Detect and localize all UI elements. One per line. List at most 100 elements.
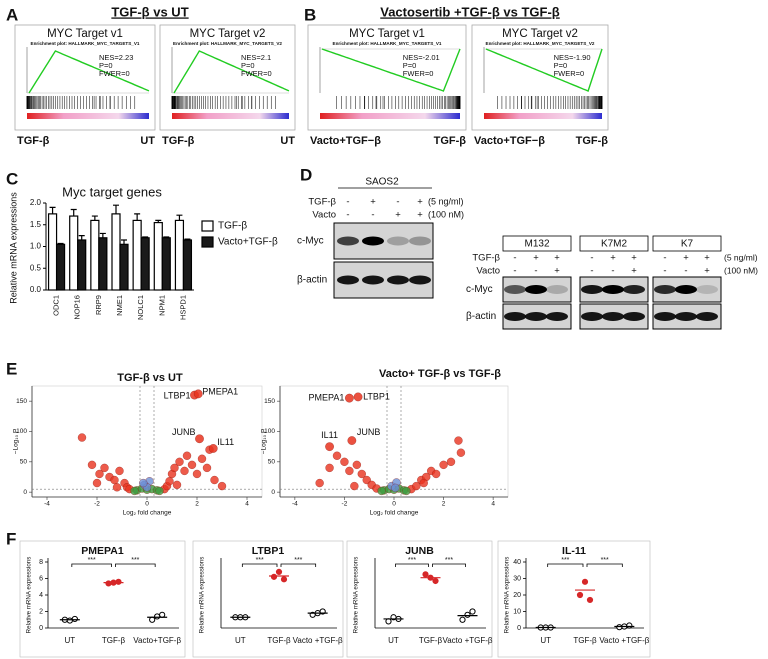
enrichment-curve xyxy=(28,50,150,94)
error-bar xyxy=(113,204,119,214)
gene-point xyxy=(353,392,363,402)
bar xyxy=(69,215,79,291)
gsea-stat: P=0 xyxy=(403,61,417,70)
treatment-dose: (100 nM) xyxy=(428,209,464,219)
volcano-point xyxy=(77,433,87,442)
significance-bracket xyxy=(395,563,429,567)
gene-label: PMEPA1 xyxy=(309,393,345,403)
x-tick-label: 0 xyxy=(145,501,149,508)
blot-row-label: β-actin xyxy=(297,275,327,286)
data-point xyxy=(581,578,589,585)
volcano-point xyxy=(115,466,124,476)
significance-label: *** xyxy=(561,557,569,564)
treatment-name: Vacto xyxy=(312,210,336,221)
bar xyxy=(140,237,150,291)
y-axis-label: Relative mRNA expressions xyxy=(199,557,206,634)
x-tick-label: UT xyxy=(388,636,399,645)
error-bar xyxy=(142,236,149,238)
lane-sign: + xyxy=(704,253,710,264)
error-bar xyxy=(163,236,170,238)
volcano-point xyxy=(439,460,448,470)
data-point xyxy=(154,613,161,620)
gene-point xyxy=(345,393,354,403)
blot-row-label: c-Myc xyxy=(466,284,493,295)
y-axis-label: Relative mRNA expressions xyxy=(26,557,33,634)
lane-sign: - xyxy=(346,210,349,221)
plot-title: PMEPA1 xyxy=(81,545,124,557)
x-tick-label: NOLC1 xyxy=(136,295,145,320)
volcano-point xyxy=(192,469,202,479)
gsea-subheading: Enrichment plot: HALLMARK_MYC_TARGETS_V2 xyxy=(173,41,282,46)
volcano-point xyxy=(197,454,207,463)
enrichment-curve xyxy=(485,48,603,92)
y-tick-label: 10 xyxy=(513,608,521,615)
chart-title: Myc target genes xyxy=(62,184,162,199)
bar xyxy=(153,221,163,291)
blot-row-label: c-Myc xyxy=(297,236,324,247)
data-point xyxy=(469,608,476,615)
blot-band xyxy=(654,285,676,294)
panel-letter: D xyxy=(300,165,312,184)
bar xyxy=(47,213,58,291)
data-point xyxy=(626,622,633,629)
y-tick-label: 0 xyxy=(39,625,43,632)
group-label: TGF-β xyxy=(434,135,467,147)
y-axis-label: −Log₁₀ P xyxy=(13,429,20,455)
panel-letter: B xyxy=(304,5,316,24)
blot-band xyxy=(654,312,676,321)
x-axis-label: Log₂ fold change xyxy=(370,510,419,517)
volcano-point xyxy=(456,448,466,457)
data-point xyxy=(459,616,466,623)
data-point xyxy=(71,615,78,623)
volcano-point xyxy=(95,469,104,479)
volcano-point xyxy=(182,451,192,460)
plot-title: IL-11 xyxy=(562,545,586,557)
volcano-point xyxy=(340,457,349,466)
volcano-point xyxy=(412,481,421,491)
y-tick-label: 8 xyxy=(39,559,43,566)
gene-point xyxy=(193,389,203,399)
gsea-stat: P=0 xyxy=(99,61,113,70)
volcano-point xyxy=(352,460,361,470)
lane-sign: - xyxy=(590,253,593,264)
gsea-heading: MYC Target v2 xyxy=(190,28,266,40)
gsea-subheading: Enrichment plot: HALLMARK_MYC_TARGETS_V1 xyxy=(333,41,442,46)
lane-sign: - xyxy=(590,266,593,277)
volcano-point xyxy=(350,481,359,491)
x-tick-label: Vacto +TGF-β xyxy=(442,636,492,645)
plot-title: JUNB xyxy=(405,545,434,557)
blot-band xyxy=(546,312,568,321)
treatment-name: TGF-β xyxy=(308,197,336,208)
group-label: Vacto+TGF−β xyxy=(474,135,545,147)
blot-band xyxy=(504,285,526,294)
x-tick-label: TGF-β xyxy=(267,636,291,645)
blot-band xyxy=(581,312,603,321)
treatment-dose: (100 nM) xyxy=(724,265,758,275)
y-axis-label: Relative mRNA expressions xyxy=(504,557,511,634)
error-bar xyxy=(134,213,141,221)
blot-band xyxy=(387,275,409,285)
gene-label: PMEPA1 xyxy=(202,386,238,396)
cell-line-box xyxy=(502,235,572,252)
lane-sign: + xyxy=(417,210,423,221)
group-label: TGF-β xyxy=(17,135,50,147)
x-tick-label: 4 xyxy=(245,501,249,508)
lane-sign: - xyxy=(346,197,349,208)
y-tick-label: 6 xyxy=(39,575,43,582)
x-tick-label: TGF-β xyxy=(102,636,126,645)
x-tick-label: UT xyxy=(235,636,246,645)
data-point xyxy=(105,580,112,587)
plot-frame xyxy=(19,540,186,658)
plot-frame xyxy=(192,540,344,658)
group-label: TGF-β xyxy=(576,135,609,147)
gsea-stat: FWER=0 xyxy=(554,69,585,78)
lane-sign: + xyxy=(370,197,376,208)
enrichment-curve xyxy=(321,48,461,92)
gene-point xyxy=(347,436,357,445)
lane-sign: + xyxy=(610,253,616,264)
volcano-point xyxy=(217,481,227,491)
blot-band xyxy=(362,236,384,246)
y-tick-label: 40 xyxy=(513,559,521,566)
y-tick-label: 0.5 xyxy=(30,263,42,272)
bar xyxy=(98,237,108,291)
